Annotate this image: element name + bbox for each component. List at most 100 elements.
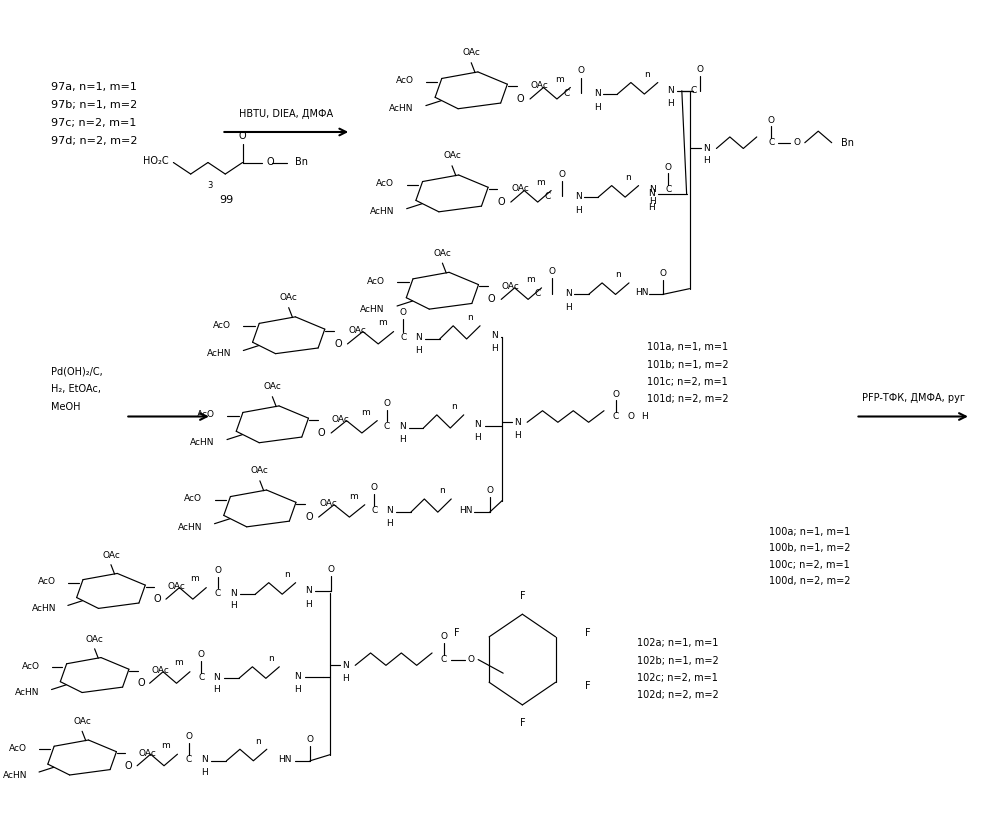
Text: AcO: AcO: [9, 744, 27, 753]
Text: H: H: [230, 601, 237, 611]
Text: C: C: [372, 506, 378, 515]
Text: OAc: OAc: [434, 249, 452, 257]
Text: O: O: [577, 67, 584, 76]
Text: C: C: [690, 87, 696, 95]
Text: AcO: AcO: [197, 411, 215, 419]
Text: C: C: [544, 192, 550, 201]
Text: m: m: [349, 492, 358, 501]
Text: OAc: OAc: [280, 293, 298, 302]
Text: OAc: OAc: [251, 466, 269, 476]
Text: O: O: [441, 632, 448, 641]
Text: F: F: [584, 628, 590, 638]
Text: m: m: [362, 408, 370, 416]
Text: N: N: [416, 333, 422, 342]
Text: n: n: [615, 270, 621, 279]
Text: 97b; n=1, m=2: 97b; n=1, m=2: [51, 100, 138, 110]
Text: 102a; n=1, m=1: 102a; n=1, m=1: [637, 638, 719, 648]
Text: H: H: [416, 346, 422, 355]
Text: O: O: [215, 566, 222, 575]
Text: HN: HN: [634, 288, 648, 297]
Text: AcHN: AcHN: [178, 522, 202, 531]
Text: N: N: [214, 673, 220, 682]
Text: N: N: [647, 189, 654, 198]
Text: Pd(OH)₂/C,: Pd(OH)₂/C,: [51, 367, 103, 377]
Text: O: O: [612, 390, 619, 399]
Text: O: O: [371, 483, 378, 492]
Text: AcO: AcO: [213, 322, 231, 331]
Text: N: N: [565, 289, 571, 298]
Text: n: n: [468, 313, 474, 322]
Text: H: H: [399, 435, 406, 444]
Text: C: C: [199, 673, 205, 682]
Text: HO₂C: HO₂C: [143, 156, 169, 166]
Text: O: O: [468, 655, 475, 664]
Text: HBTU, DIEA, ДМФА: HBTU, DIEA, ДМФА: [239, 109, 334, 119]
Text: O: O: [793, 138, 800, 147]
Text: O: O: [627, 412, 634, 421]
Text: OAc: OAc: [264, 382, 282, 392]
Text: MeOH: MeOH: [51, 402, 81, 412]
Text: AcHN: AcHN: [15, 688, 40, 697]
Text: H: H: [474, 433, 481, 442]
Text: O: O: [487, 486, 494, 496]
Text: O: O: [318, 428, 326, 438]
Text: H: H: [201, 768, 208, 777]
Text: H: H: [565, 303, 571, 312]
Text: H: H: [667, 99, 673, 108]
Text: O: O: [548, 267, 555, 276]
Text: AcHN: AcHN: [3, 771, 27, 780]
Text: OAc: OAc: [168, 582, 186, 591]
Text: OAc: OAc: [86, 635, 104, 644]
Text: m: m: [174, 658, 183, 667]
Text: Bn: Bn: [296, 157, 309, 167]
Text: AcO: AcO: [22, 661, 40, 671]
Text: N: N: [230, 589, 237, 598]
Text: O: O: [186, 732, 193, 741]
Text: HN: HN: [459, 506, 473, 515]
Text: OAc: OAc: [463, 48, 481, 57]
Text: O: O: [328, 565, 335, 574]
Text: OAc: OAc: [102, 551, 120, 560]
Text: N: N: [343, 661, 349, 670]
Text: 97d; n=2, m=2: 97d; n=2, m=2: [51, 136, 138, 146]
Text: m: m: [191, 574, 199, 583]
Text: C: C: [441, 655, 447, 664]
Text: N: N: [387, 506, 394, 515]
Text: C: C: [665, 185, 671, 194]
Text: O: O: [198, 650, 205, 659]
Text: AcO: AcO: [38, 577, 56, 586]
Text: N: N: [474, 420, 481, 429]
Text: 101c; n=2, m=1: 101c; n=2, m=1: [647, 377, 728, 387]
Text: H: H: [574, 206, 581, 215]
Text: HN: HN: [279, 755, 292, 764]
Text: AcO: AcO: [377, 179, 395, 188]
Text: O: O: [696, 65, 703, 74]
Text: O: O: [154, 594, 161, 604]
Text: N: N: [593, 89, 600, 97]
Text: H: H: [387, 519, 394, 528]
Text: OAc: OAc: [530, 82, 548, 90]
Text: H: H: [649, 197, 656, 206]
Text: H: H: [593, 102, 600, 112]
Text: 101b; n=1, m=2: 101b; n=1, m=2: [647, 360, 728, 370]
Text: N: N: [201, 756, 208, 765]
Text: m: m: [378, 318, 387, 327]
Text: AcHN: AcHN: [370, 207, 395, 217]
Text: AcHN: AcHN: [361, 305, 385, 314]
Text: N: N: [399, 421, 406, 431]
Text: m: m: [536, 177, 545, 187]
Text: 102b; n=1, m=2: 102b; n=1, m=2: [637, 656, 719, 666]
Text: AcO: AcO: [184, 495, 202, 503]
Text: n: n: [452, 402, 457, 412]
Text: OAc: OAc: [320, 500, 338, 508]
Text: O: O: [307, 735, 314, 744]
Text: C: C: [186, 756, 192, 765]
Text: H: H: [214, 686, 220, 695]
Text: O: O: [334, 339, 342, 349]
Text: AcO: AcO: [396, 77, 414, 85]
Text: H: H: [492, 344, 498, 353]
Text: F: F: [519, 591, 525, 601]
Text: 102c; n=2, m=1: 102c; n=2, m=1: [637, 673, 718, 683]
Text: 100c; n=2, m=1: 100c; n=2, m=1: [769, 560, 850, 570]
Text: F: F: [519, 718, 525, 728]
